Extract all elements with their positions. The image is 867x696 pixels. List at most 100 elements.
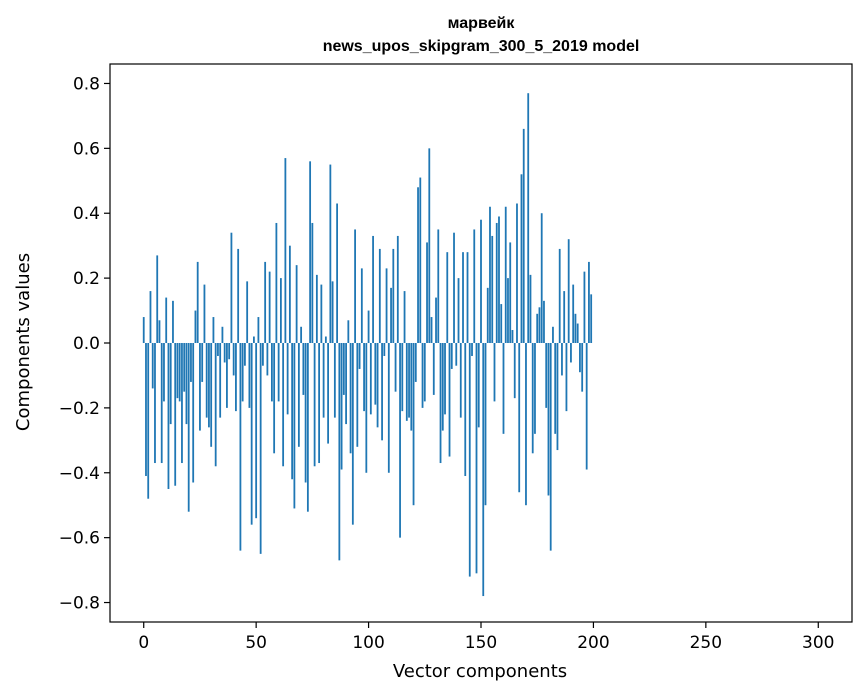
bar-89	[342, 343, 345, 395]
bar-85	[333, 343, 336, 418]
bar-150	[480, 219, 482, 343]
bar-192	[574, 313, 577, 343]
bar-91	[347, 320, 350, 343]
bar-84	[331, 281, 334, 343]
bar-12	[169, 343, 172, 425]
bar-134	[444, 343, 446, 415]
bar-171	[527, 93, 530, 343]
bar-126	[426, 242, 428, 343]
bar-194	[579, 343, 581, 373]
bar-130	[435, 297, 437, 343]
bar-67	[293, 343, 296, 509]
bar-93	[351, 343, 354, 525]
bar-193	[576, 323, 579, 343]
bar-88	[340, 343, 343, 470]
y-tick-label: −0.2	[59, 399, 100, 419]
bar-166	[516, 203, 518, 343]
bar-94	[354, 229, 356, 343]
bar-34	[219, 343, 222, 418]
bar-105	[378, 248, 381, 343]
bar-119	[410, 343, 413, 431]
bar-122	[417, 187, 419, 343]
bar-45	[244, 343, 246, 366]
bar-138	[453, 232, 455, 343]
bar-181	[549, 343, 552, 551]
bar-177	[540, 213, 543, 343]
bar-55	[266, 343, 269, 376]
bar-147	[473, 229, 476, 343]
bar-1	[145, 343, 147, 477]
bar-100	[367, 310, 370, 343]
bar-190	[570, 343, 572, 363]
bar-106	[381, 343, 383, 441]
bar-73	[306, 343, 309, 512]
bar-38	[228, 343, 231, 360]
bar-111	[392, 248, 395, 343]
bar-32	[214, 343, 217, 467]
bar-92	[349, 343, 352, 454]
bar-7	[158, 320, 161, 343]
bar-3	[149, 291, 152, 343]
bar-142	[462, 252, 464, 343]
bar-46	[246, 281, 249, 343]
bar-2	[147, 343, 150, 499]
bar-42	[237, 248, 240, 343]
bar-172	[529, 274, 532, 343]
x-tick-label: 150	[465, 633, 497, 653]
bar-59	[275, 222, 278, 343]
bar-187	[563, 291, 566, 343]
bar-25	[199, 343, 201, 431]
bar-136	[448, 343, 451, 457]
bar-0	[142, 317, 145, 343]
bar-113	[396, 235, 399, 343]
bar-20	[187, 343, 190, 512]
bar-121	[414, 343, 417, 382]
bar-116	[403, 291, 406, 343]
bar-41	[235, 343, 237, 412]
bar-145	[468, 343, 471, 577]
bar-66	[291, 343, 294, 480]
bar-179	[545, 343, 548, 408]
bar-95	[356, 343, 359, 447]
bar-11	[167, 343, 170, 489]
bar-196	[583, 271, 586, 343]
bar-186	[561, 343, 563, 376]
x-tick-label: 0	[138, 633, 149, 653]
bar-185	[558, 248, 561, 343]
y-tick-label: 0.8	[73, 74, 100, 94]
bar-137	[450, 343, 453, 369]
bar-197	[585, 343, 588, 470]
bar-96	[358, 343, 361, 369]
y-tick-label: 0.4	[73, 204, 100, 224]
bar-68	[295, 265, 298, 343]
bar-56	[268, 271, 271, 343]
bar-19	[185, 343, 188, 425]
bar-81	[324, 336, 327, 343]
bar-168	[520, 174, 523, 343]
bar-62	[282, 343, 285, 467]
bar-149	[477, 343, 480, 428]
bar-99	[365, 343, 368, 473]
bar-180	[547, 343, 550, 496]
bar-78	[318, 343, 321, 464]
bar-156	[493, 343, 496, 402]
bar-72	[304, 343, 307, 483]
bar-13	[172, 300, 174, 343]
bar-170	[525, 343, 527, 506]
bar-114	[399, 343, 401, 538]
bar-39	[230, 232, 233, 343]
bar-123	[419, 177, 422, 343]
bar-26	[201, 343, 204, 382]
bar-49	[253, 336, 255, 343]
bar-101	[369, 343, 372, 415]
bar-15	[176, 343, 179, 399]
bar-21	[190, 343, 192, 382]
bar-159	[500, 304, 503, 343]
y-axis-label: Components values	[13, 253, 34, 431]
chart-title-line2: news_upos_skipgram_300_5_2019 model	[323, 38, 640, 55]
bar-115	[401, 343, 404, 412]
bar-164	[511, 330, 514, 343]
bar-60	[277, 343, 280, 402]
